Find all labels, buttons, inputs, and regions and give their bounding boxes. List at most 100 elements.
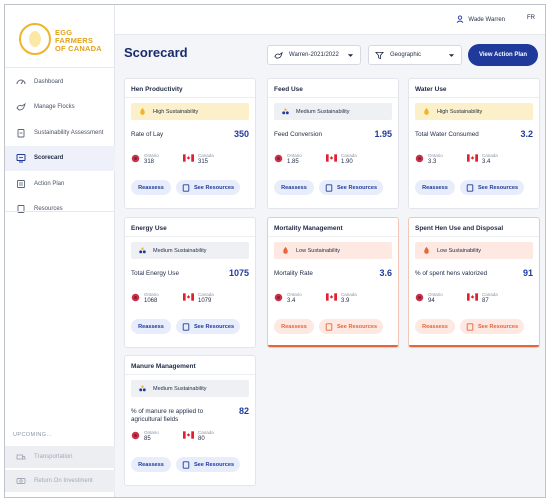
ontario-label: Ontario [144,430,159,435]
ontario-comparison-text: Ontario 1.85 [287,153,302,165]
metric-label: % of spent hens valorized [415,270,488,277]
sidebar-item-action-plan[interactable]: Action Plan [5,171,115,197]
chevron-down-icon [448,52,455,61]
see-resources-button[interactable]: See Resources [319,180,383,195]
language-toggle[interactable]: FR [527,15,535,21]
canada-comparison-text: Canada 3.4 [482,153,498,165]
user-icon [456,15,464,25]
see-resources-label: See Resources [336,184,378,191]
sidebar-item-label: Dashboard [34,78,64,85]
reassess-label: Reassess [138,184,164,191]
scorecard-card-feed-use: Feed Use Medium Sustainability Feed Conver… [267,78,399,209]
reassess-label: Reassess [138,323,164,330]
card-title: Energy Use [131,225,167,232]
document-icon [182,460,190,469]
sidebar-item-resources[interactable]: Resources [5,197,115,223]
canada-flag-icon [326,154,337,162]
ontario-flag-icon [415,154,424,163]
book-icon [15,204,26,215]
sidebar-item-sustainability-assessment[interactable]: Sustainability Assessment [5,120,115,146]
sidebar-item-label: Sustainability Assessment [34,129,104,136]
card-divider [409,97,539,98]
nav-divider [5,211,115,212]
see-resources-button[interactable]: See Resources [319,319,383,334]
card-title: Feed Use [274,86,303,93]
canada-comparison: Canada 1.90 [326,153,357,165]
ontario-label: Ontario [287,292,302,297]
scorecard-card-manure-management: Manure Management Medium Sustainability % … [124,355,256,486]
sidebar-item-return-on-investment: Return On Investment [5,470,115,492]
reassess-label: Reassess [422,184,448,191]
ontario-comparison-text: Ontario 318 [144,153,159,165]
sidebar-item-manage-flocks[interactable]: Manage Flocks [5,95,115,121]
sidebar-item-label: Scorecard [34,155,64,162]
ontario-flag-icon [415,293,424,302]
user-name: Wade Warren [468,17,505,23]
card-accent-bar [409,345,539,347]
sustainability-level: Medium Sustainability [296,108,350,115]
egg-logo-icon [19,23,51,55]
reassess-button[interactable]: Reassess [274,319,314,334]
reassess-button[interactable]: Reassess [415,180,455,195]
flock-select-value: Warren-2021/2022 [289,52,339,58]
see-resources-button[interactable]: See Resources [176,180,240,195]
reassess-label: Reassess [281,323,307,330]
canada-comparison: Canada 3.9 [326,292,357,304]
high-sustainability-icon [422,107,431,116]
reassess-button[interactable]: Reassess [131,319,171,334]
scorecard-card-water-use: Water Use High Sustainability Total Water … [408,78,540,209]
canada-label: Canada [198,292,214,297]
ontario-flag-icon [274,154,283,163]
canada-comparison: Canada 3.4 [467,153,498,165]
ontario-comparison-text: Ontario 1068 [144,292,159,304]
canada-comparison-text: Canada 1.90 [341,153,357,165]
sustainability-badge: High Sustainability [415,103,533,120]
reassess-button[interactable]: Reassess [131,180,171,195]
chevron-down-icon [347,52,354,61]
see-resources-label: See Resources [193,323,235,330]
ontario-value: 3.3 [428,159,437,165]
reassess-button[interactable]: Reassess [131,457,171,472]
see-resources-button[interactable]: See Resources [176,319,240,334]
canada-value: 1.90 [341,159,353,165]
sustainability-badge: Low Sustainability [274,242,392,259]
ontario-label: Ontario [428,292,443,297]
clipboard-icon [15,127,26,138]
ontario-value: 318 [144,159,155,165]
ontario-value: 1068 [144,298,158,304]
upcoming-heading: UPCOMING... [13,432,53,438]
sidebar-item-dashboard[interactable]: Dashboard [5,69,115,95]
ontario-comparison: Ontario 94 [415,292,443,304]
reassess-button[interactable]: Reassess [274,180,314,195]
canada-label: Canada [341,153,357,158]
filter-icon [375,51,384,60]
reassess-button[interactable]: Reassess [415,319,455,334]
see-resources-button[interactable]: See Resources [460,180,524,195]
view-action-plan-button[interactable]: View Action Plan [468,44,538,66]
sustainability-level: High Sustainability [437,108,483,115]
sidebar-item-scorecard[interactable]: Scorecard [5,145,115,171]
sidebar-item-label: Resources [34,206,63,213]
see-resources-label: See Resources [193,184,235,191]
metric-value: 91 [522,268,533,278]
metric-label: Total Water Consumed [415,131,479,138]
canada-flag-icon [326,293,337,301]
canada-comparison-text: Canada 80 [198,430,214,442]
card-divider [125,97,255,98]
user-menu[interactable]: Wade Warren [456,15,505,25]
canada-label: Canada [198,153,214,158]
see-resources-button[interactable]: See Resources [460,319,524,334]
ontario-comparison: Ontario 85 [131,430,159,442]
reassess-label: Reassess [138,461,164,468]
card-accent-bar [268,345,398,347]
flock-select[interactable]: Warren-2021/2022 [267,45,361,65]
brand-logo[interactable]: EGG FARMERS OF CANADA [19,19,105,59]
metric-label: Rate of Lay [131,131,164,138]
reassess-label: Reassess [281,184,307,191]
canada-value: 1079 [198,298,212,304]
sidebar: EGG FARMERS OF CANADA Dashboard Manage F… [5,5,115,497]
high-sustainability-icon [138,107,147,116]
brand-name-line1: EGG FARMERS [55,28,94,45]
see-resources-button[interactable]: See Resources [176,457,240,472]
filter-select[interactable]: Geographic [368,45,462,65]
